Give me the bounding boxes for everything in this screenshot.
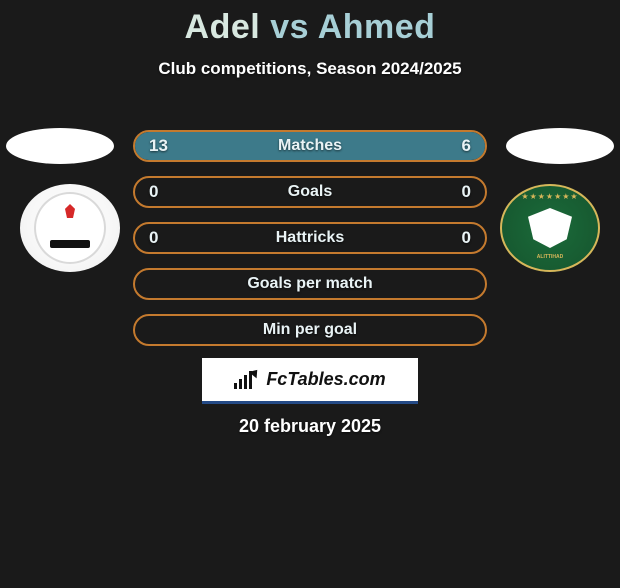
date-text: 20 february 2025 bbox=[0, 416, 620, 437]
crest-right-stars: ★★★★★★★ bbox=[500, 192, 600, 201]
flag-right bbox=[506, 128, 614, 164]
player1-name: Adel bbox=[185, 8, 261, 46]
stat-row: Min per goal bbox=[133, 314, 487, 346]
brand-icon bbox=[234, 371, 260, 389]
stat-label: Hattricks bbox=[135, 224, 485, 252]
crest-left bbox=[20, 184, 120, 272]
page-title: Adel vs Ahmed bbox=[0, 8, 620, 47]
subtitle: Club competitions, Season 2024/2025 bbox=[0, 59, 620, 79]
crest-right-text: ALITTIHAD bbox=[500, 254, 600, 260]
stat-label: Goals bbox=[135, 178, 485, 206]
vs-text: vs bbox=[270, 8, 309, 46]
flag-left bbox=[6, 128, 114, 164]
stat-label: Matches bbox=[135, 132, 485, 160]
stat-row: 00Goals bbox=[133, 176, 487, 208]
stat-label: Min per goal bbox=[135, 316, 485, 344]
crest-right: ★★★★★★★ ALITTIHAD bbox=[500, 184, 600, 272]
stat-rows: 136Matches 00Goals 00Hattricks Goals per ma… bbox=[133, 130, 487, 360]
player2-name: Ahmed bbox=[318, 8, 436, 46]
stat-row: 00Hattricks bbox=[133, 222, 487, 254]
stat-row: 136Matches bbox=[133, 130, 487, 162]
stat-label: Goals per match bbox=[135, 270, 485, 298]
brand-box: FcTables.com bbox=[202, 358, 418, 404]
brand-text: FcTables.com bbox=[266, 369, 385, 390]
stat-row: Goals per match bbox=[133, 268, 487, 300]
